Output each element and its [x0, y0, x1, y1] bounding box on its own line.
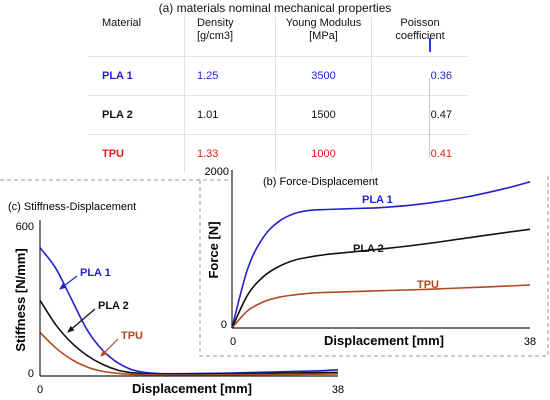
header-density: Density [g/cm3]	[184, 17, 276, 57]
force-series-pla-1	[231, 181, 531, 329]
chart-c-xtick-max: 38	[332, 384, 344, 396]
chart-c-xtick-min: 0	[37, 384, 43, 396]
chart-c-arrow-tpu	[100, 338, 119, 357]
chart-c-label-pla1: PLA 1	[80, 267, 111, 279]
chart-c-ylabel: Stiffness [N/mm]	[13, 248, 28, 351]
chart-b-series-group	[231, 181, 531, 329]
chart-b-title: (b) Force-Displacement	[263, 176, 378, 188]
cell-density: 1.01	[184, 95, 276, 135]
stiffness-series-tpu	[39, 331, 339, 376]
cell-modulus: 3500	[275, 56, 372, 96]
stiffness-displacement-chart: (c) Stiffness-Displacement 600 0 0 38 Di…	[8, 201, 344, 396]
force-series-pla-2	[231, 228, 531, 329]
table-header-row: Material Density [g/cm3] Young Modulus [MP…	[88, 17, 468, 57]
cell-poisson: 0.47	[371, 95, 468, 135]
cell-modulus: 1500	[275, 95, 372, 135]
chart-b-label-pla1: PLA 1	[362, 194, 393, 206]
chart-b-xtick-min: 0	[230, 336, 236, 348]
stiffness-series-pla-1	[39, 247, 339, 375]
cell-density: 1.33	[184, 134, 276, 173]
chart-b-xtick-max: 38	[524, 336, 536, 348]
properties-table: Material Density [g/cm3] Young Modulus [MP…	[88, 17, 468, 173]
table-edge-marker	[429, 38, 431, 52]
chart-b-frame	[199, 175, 549, 357]
chart-c-ytick-max: 600	[16, 221, 34, 233]
force-displacement-chart: (b) Force-Displacement 2000 0 0 38 Displ…	[201, 166, 547, 355]
header-young-modulus: Young Modulus [MPa]	[275, 17, 372, 57]
chart-c-series-group	[39, 247, 339, 376]
chart-b-ytick-max: 2000	[205, 166, 229, 178]
chart-b-ytick-min: 0	[221, 319, 227, 331]
header-material: Material	[102, 17, 142, 29]
cell-material: TPU	[102, 148, 124, 160]
chart-c-arrow-pla1	[59, 275, 78, 290]
chart-b-label-tpu: TPU	[417, 279, 439, 291]
table-title: (a) materials nominal mechanical propert…	[158, 1, 392, 15]
chart-c-arrow-pla2	[67, 308, 96, 333]
cell-poisson: 0.41	[371, 134, 468, 173]
table-row: PLA 1 1.25 3500 0.36	[88, 56, 468, 96]
chart-c-label-tpu: TPU	[121, 330, 143, 342]
chart-c-ytick-min: 0	[28, 368, 34, 380]
table-edge-divider	[429, 78, 430, 158]
table-row: TPU 1.33 1000 0.41	[88, 134, 468, 173]
cell-material: PLA 2	[102, 109, 133, 121]
chart-b-frame-top	[0, 168, 233, 181]
stiffness-series-pla-2	[39, 299, 339, 376]
chart-c-label-pla2: PLA 2	[98, 300, 129, 312]
chart-b-xlabel: Displacement [mm]	[324, 333, 444, 348]
cell-density: 1.25	[184, 56, 276, 96]
cell-poisson: 0.36	[371, 56, 468, 96]
chart-b-ylabel: Force [N]	[206, 221, 221, 278]
chart-c-xlabel: Displacement [mm]	[132, 381, 252, 396]
cell-modulus: 1000	[275, 134, 372, 173]
force-series-tpu	[231, 284, 531, 329]
header-poisson: Poisson coefficient	[371, 17, 468, 57]
chart-b-label-pla2: PLA 2	[353, 243, 384, 255]
table-row: PLA 2 1.01 1500 0.47	[88, 95, 468, 135]
cell-material: PLA 1	[102, 70, 133, 82]
chart-c-title: (c) Stiffness-Displacement	[8, 201, 136, 213]
